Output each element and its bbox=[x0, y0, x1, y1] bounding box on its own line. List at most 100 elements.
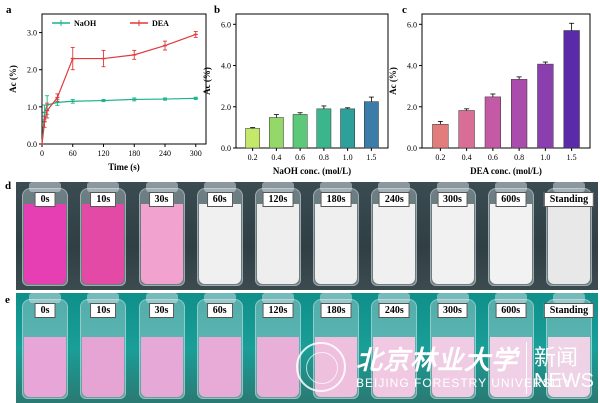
vial-liquid bbox=[24, 337, 67, 397]
chart-a-legend-label: NaOH bbox=[74, 19, 97, 28]
vial-time-label: 60s bbox=[206, 303, 233, 318]
chart-b-xlabel: NaOH conc. (mol/L) bbox=[273, 166, 351, 176]
vial-liquid bbox=[489, 337, 532, 397]
chart-c-ylabel: Ac (%) bbox=[388, 67, 398, 95]
photo-vials-d: 0s 10s 30s 60s 120s 180s 240s 300s 600s Standing bbox=[16, 182, 598, 290]
chart-c-xtick-label: 0.8 bbox=[514, 153, 524, 162]
vial-neck bbox=[261, 293, 294, 303]
chart-c-xtick-label: 0.2 bbox=[435, 153, 445, 162]
vial-liquid bbox=[373, 204, 416, 284]
chart-b-frame bbox=[235, 13, 389, 149]
chart-b-bar bbox=[269, 117, 284, 149]
vial-e-9: Standing bbox=[543, 293, 595, 403]
vial-neck bbox=[203, 182, 236, 192]
chart-c-bar bbox=[432, 124, 449, 149]
chart-b-ytick-label: 4.0 bbox=[221, 62, 231, 71]
vial-time-label: 30s bbox=[148, 192, 175, 207]
vial-neck bbox=[552, 293, 585, 303]
vial-liquid bbox=[82, 337, 125, 397]
panel-letter-b: b bbox=[214, 4, 221, 16]
chart-b-ytick-label: 0.0 bbox=[221, 144, 231, 153]
watermark-en: BEIJING FORESTRY UNIVERSITY bbox=[356, 376, 574, 390]
vial-time-label: Standing bbox=[543, 192, 595, 207]
vial-time-label: 0s bbox=[34, 192, 56, 207]
vial-e-1: 10s bbox=[78, 293, 128, 403]
vial-neck bbox=[29, 293, 62, 303]
vial-d-7: 300s bbox=[428, 182, 478, 290]
chart-b-xtick-label: 0.6 bbox=[295, 153, 305, 162]
panel-letter-d: d bbox=[5, 180, 12, 192]
vial-time-label: 180s bbox=[320, 192, 352, 207]
chart-b-xtick-label: 1.0 bbox=[343, 153, 353, 162]
chart-b-bar bbox=[292, 114, 308, 149]
chart-a-xtick-label: 180 bbox=[128, 149, 140, 158]
vial-liquid bbox=[315, 204, 358, 284]
vial-time-label: 60s bbox=[206, 192, 233, 207]
chart-c-bar bbox=[537, 63, 554, 149]
vial-time-label: 600s bbox=[495, 303, 527, 318]
chart-b-ylabel: Ac (%) bbox=[202, 67, 212, 95]
chart-a-ytick-label: 0.0 bbox=[27, 140, 37, 149]
chart-a-time-series: 0.0 1.0 2.0 3.0 Ac (%) Time (s) 0 60 120 180 240 30… bbox=[8, 13, 591, 176]
chart-a-xlabel: Time (s) bbox=[108, 162, 140, 172]
vial-time-label: 10s bbox=[90, 192, 117, 207]
vial-time-label: 240s bbox=[378, 192, 410, 207]
chart-a-xtick-label: 300 bbox=[190, 149, 202, 158]
chart-c-bar bbox=[484, 96, 501, 149]
chart-c-ytick-label: 4.0 bbox=[407, 62, 417, 71]
chart-c-ytick-label: 2.0 bbox=[407, 103, 417, 112]
panel-letter-e: e bbox=[5, 294, 10, 306]
watermark-news-cn: 新闻 bbox=[534, 346, 579, 371]
vial-time-label: 120s bbox=[262, 192, 294, 207]
chart-a-xtick-label: 240 bbox=[159, 149, 171, 158]
vial-e-7: 300s bbox=[428, 293, 478, 403]
chart-b-xtick-label: 1.5 bbox=[366, 153, 376, 162]
chart-b-xtick-label: 0.4 bbox=[271, 153, 281, 162]
vial-liquid bbox=[431, 204, 474, 284]
vial-d-3: 60s bbox=[195, 182, 245, 290]
vial-d-6: 240s bbox=[369, 182, 419, 290]
vial-liquid bbox=[82, 204, 125, 284]
vial-neck bbox=[145, 293, 178, 303]
vial-d-2: 30s bbox=[137, 182, 187, 290]
chart-a-ytick-label: 1.0 bbox=[27, 103, 37, 112]
chart-b-xtick-label: 0.2 bbox=[248, 153, 258, 162]
chart-b-bar bbox=[245, 128, 260, 149]
chart-c-ytick-label: 0.0 bbox=[407, 144, 417, 153]
vial-time-label: 600s bbox=[495, 192, 527, 207]
vial-time-label: 10s bbox=[90, 303, 117, 318]
vial-time-label: Standing bbox=[543, 303, 595, 318]
watermark-divider bbox=[526, 342, 527, 394]
chart-a-ytick-label: 3.0 bbox=[27, 29, 37, 38]
vial-time-label: 180s bbox=[320, 303, 352, 318]
vial-time-label: 300s bbox=[437, 192, 468, 207]
vial-time-label: 240s bbox=[378, 303, 410, 318]
chart-a-xtick-label: 60 bbox=[69, 149, 77, 158]
chart-b-bar bbox=[316, 108, 332, 149]
vial-neck bbox=[320, 182, 353, 192]
vial-neck bbox=[494, 182, 527, 192]
chart-a-legend-label: DEA bbox=[152, 19, 169, 28]
vial-time-label: 0s bbox=[34, 303, 56, 318]
vial-neck bbox=[29, 182, 62, 192]
chart-c-bar bbox=[458, 110, 475, 149]
chart-a-ylabel: Ac (%) bbox=[8, 65, 18, 93]
watermark-cn: 北京林业大学 bbox=[356, 346, 519, 376]
vial-liquid bbox=[256, 337, 299, 397]
chart-a-series-line-dea bbox=[41, 33, 196, 145]
vial-d-5: 180s bbox=[311, 182, 361, 290]
watermark-logo: 北京林业大学 BEIJING FORESTRY UNIVERSITY 新闻 NE… bbox=[290, 338, 594, 400]
vial-e-0: 0s bbox=[20, 293, 70, 403]
vial-neck bbox=[320, 293, 353, 303]
vial-time-label: 30s bbox=[148, 303, 175, 318]
chart-a-xtick-label: 0 bbox=[40, 149, 44, 158]
chart-b-ytick-label: 6.0 bbox=[221, 20, 231, 29]
chart-b-bar bbox=[364, 101, 379, 149]
vial-d-1: 10s bbox=[78, 182, 128, 290]
chart-b-xtick-label: 0.8 bbox=[319, 153, 329, 162]
vial-liquid bbox=[198, 337, 241, 397]
vial-liquid bbox=[431, 337, 474, 397]
vial-liquid bbox=[547, 337, 590, 397]
chart-c-bar bbox=[563, 30, 580, 149]
vial-d-8: 600s bbox=[486, 182, 536, 290]
